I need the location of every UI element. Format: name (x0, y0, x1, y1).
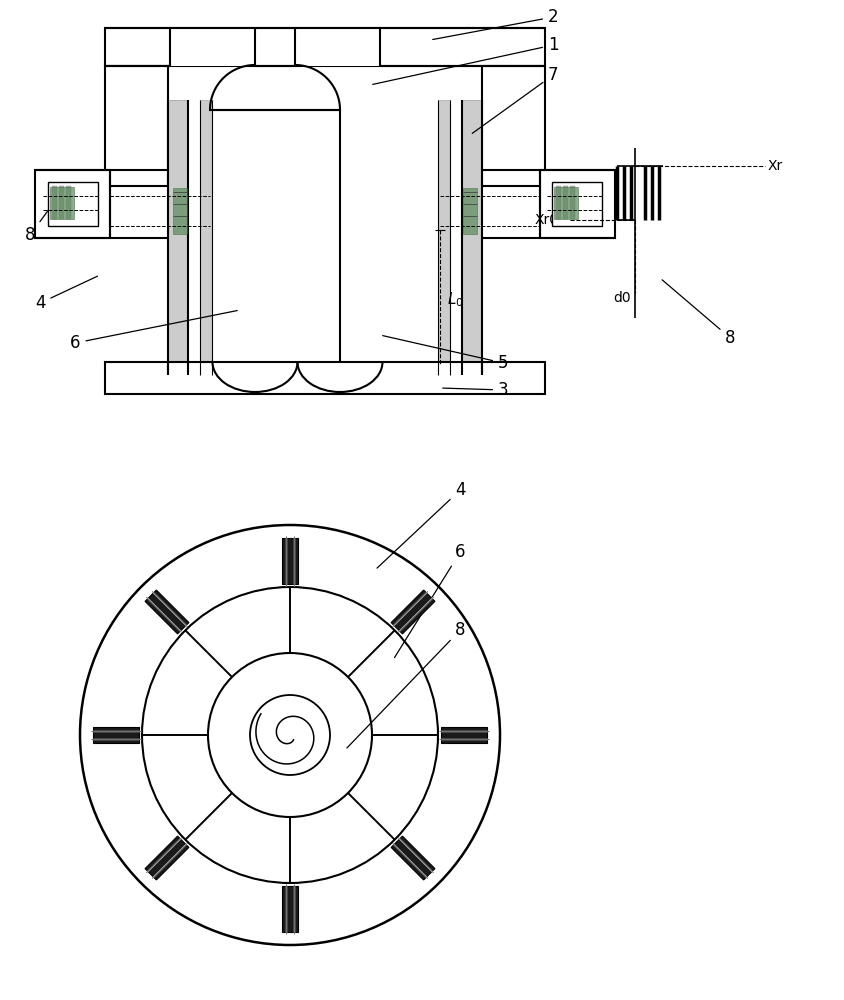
Polygon shape (93, 727, 138, 743)
Bar (570, 186, 574, 219)
Polygon shape (282, 538, 298, 584)
Bar (200, 100, 212, 375)
Bar (210, 110, 339, 380)
Circle shape (250, 695, 330, 775)
Bar (554, 187, 577, 219)
Text: 4: 4 (35, 276, 97, 312)
Text: Xr: Xr (767, 159, 782, 173)
Text: 1: 1 (372, 36, 558, 84)
Text: 3: 3 (442, 381, 508, 399)
Bar (170, 28, 255, 66)
Polygon shape (145, 836, 189, 880)
Bar (35, 170, 110, 238)
Polygon shape (145, 590, 189, 634)
Bar (50, 187, 74, 219)
Bar (105, 362, 544, 394)
Text: 2: 2 (432, 8, 558, 39)
Text: 7: 7 (472, 66, 558, 133)
Text: 4: 4 (376, 481, 465, 568)
Bar (66, 186, 71, 219)
Polygon shape (441, 727, 486, 743)
Bar (562, 186, 567, 219)
Text: 8: 8 (25, 196, 58, 244)
Bar (59, 186, 64, 219)
Text: 6: 6 (394, 543, 465, 658)
Text: 8: 8 (662, 280, 734, 347)
Circle shape (208, 653, 371, 817)
Polygon shape (391, 590, 435, 634)
Text: d0: d0 (612, 291, 630, 305)
Bar (168, 100, 187, 375)
Bar (105, 28, 544, 66)
Circle shape (142, 587, 437, 883)
Text: $L_0$: $L_0$ (446, 291, 463, 309)
Text: 8: 8 (347, 621, 465, 748)
Bar (539, 170, 614, 238)
Circle shape (80, 525, 500, 945)
Polygon shape (282, 886, 298, 932)
Text: Xr0: Xr0 (534, 213, 559, 227)
Bar (437, 100, 450, 375)
Text: 6: 6 (70, 311, 237, 352)
Bar (462, 100, 481, 375)
Polygon shape (391, 836, 435, 880)
Bar (105, 66, 168, 186)
Bar (463, 188, 476, 234)
Bar (48, 182, 98, 226)
Bar (173, 188, 187, 234)
Bar (481, 66, 544, 186)
Bar (555, 186, 560, 219)
Bar (295, 28, 380, 66)
Text: 5: 5 (382, 336, 508, 372)
Bar (52, 186, 57, 219)
Bar (551, 182, 601, 226)
